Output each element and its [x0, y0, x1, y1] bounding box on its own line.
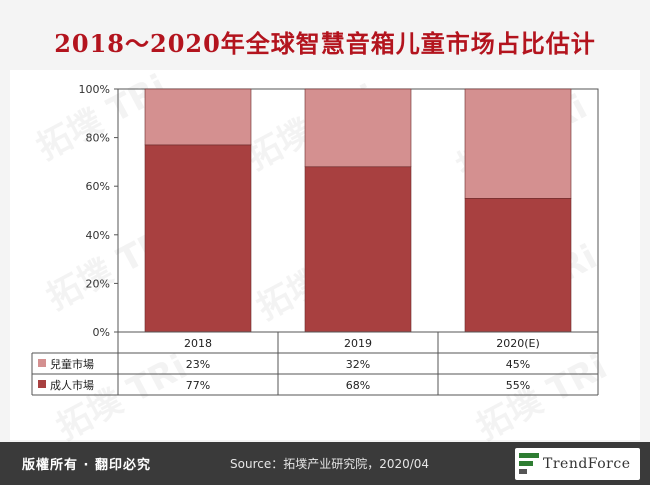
trendforce-logo: TrendForce: [515, 448, 640, 480]
data-label: 45%: [506, 358, 530, 371]
y-tick-label: 0%: [93, 326, 110, 339]
bar-segment: [144, 144, 252, 333]
footer-bar: 版權所有 · 翻印必究 Source：拓墣产业研究院，2020/04 Trend…: [0, 442, 650, 485]
chart-panel: 拓墣 TRi 拓墣 TRi 拓墣 TRi 拓墣 TRi 拓墣 TRi 拓墣 TR…: [10, 67, 640, 448]
data-label: 68%: [346, 379, 370, 392]
y-tick-label: 60%: [86, 180, 110, 193]
data-label: 77%: [186, 379, 210, 392]
bar-segment: [304, 88, 412, 168]
bar-segment: [464, 198, 572, 333]
copyright-text: 版權所有 · 翻印必究: [22, 458, 151, 473]
x-category-label: 2019: [344, 337, 372, 350]
y-tick-label: 80%: [86, 132, 110, 145]
bar-segment: [304, 166, 412, 333]
y-tick-label: 100%: [79, 83, 110, 96]
y-tick-label: 20%: [86, 277, 110, 290]
source-text: Source：拓墣产业研究院，2020/04: [230, 457, 430, 471]
x-category-label: 2018: [184, 337, 212, 350]
legend-swatch: [38, 359, 46, 367]
trendforce-logo-text: TrendForce: [543, 456, 631, 472]
stacked-bar-chart: 0% 20% 40% 60% 80% 100% 2018 2019 2020(E) 兒童市場 23%…: [31, 83, 599, 396]
legend-label: 成人市場: [50, 378, 94, 392]
y-tick-label: 40%: [86, 229, 110, 242]
data-label: 23%: [186, 358, 210, 371]
bar-segment: [144, 88, 252, 146]
data-label: 32%: [346, 358, 370, 371]
bar-segment: [464, 88, 572, 199]
data-label: 55%: [506, 379, 530, 392]
chart-title: 2018～2020年全球智慧音箱儿童市场占比估计: [54, 29, 596, 58]
legend-swatch: [38, 380, 46, 388]
trendforce-logo-icon: [519, 453, 539, 474]
x-category-label: 2020(E): [496, 337, 540, 350]
legend-label: 兒童市場: [50, 357, 94, 371]
